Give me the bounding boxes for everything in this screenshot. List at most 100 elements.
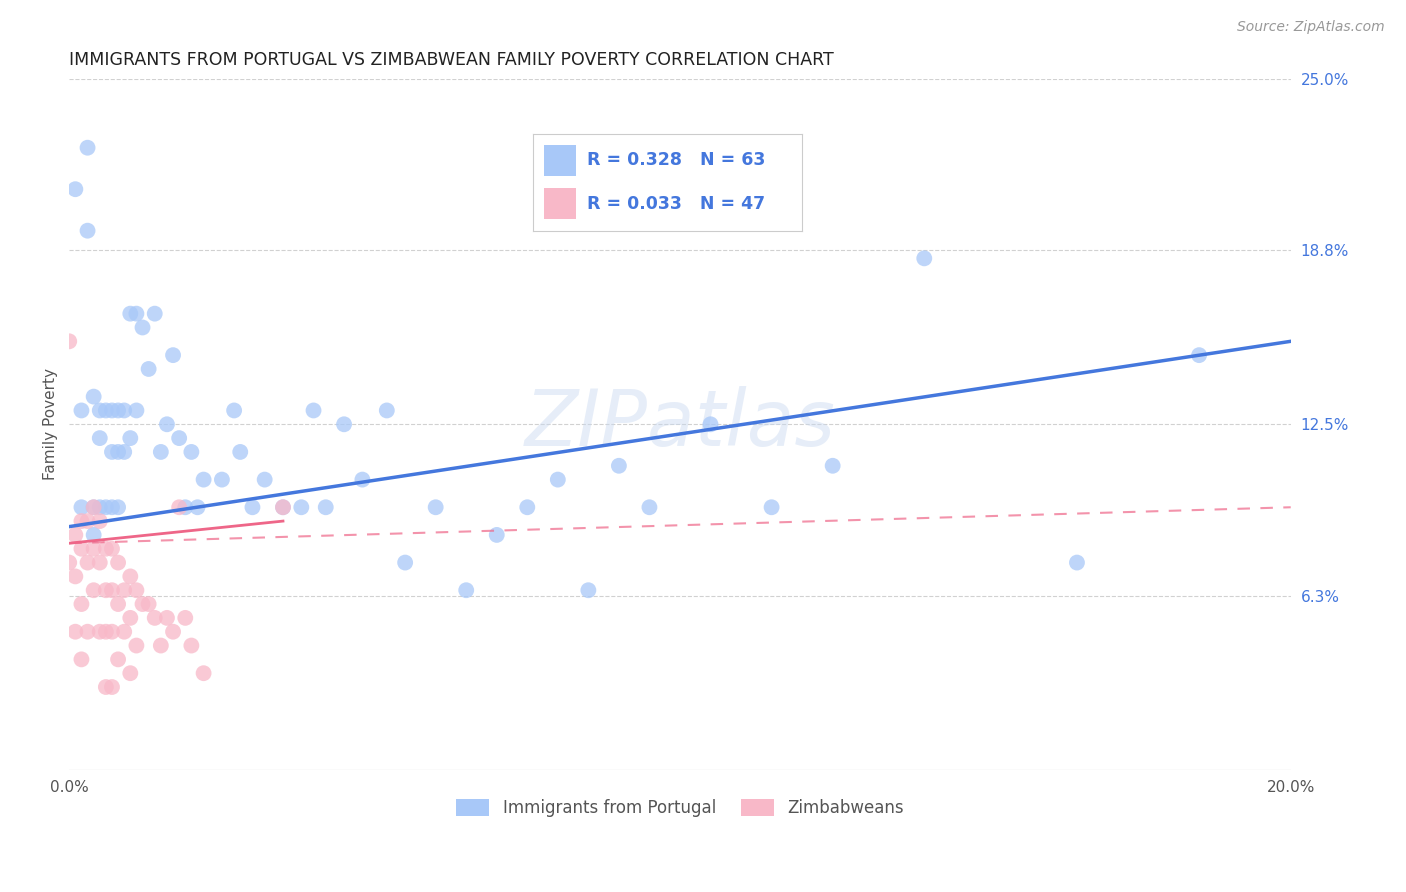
Point [89, 556, 111, 570]
Point [107, 500, 129, 515]
Point [456, 583, 478, 598]
Point [638, 500, 661, 515]
Point [485, 528, 508, 542]
Point [70, 597, 93, 611]
Point [94, 680, 117, 694]
Point [174, 500, 197, 515]
Point [1188, 348, 1211, 362]
Point [1066, 556, 1088, 570]
Point [112, 583, 135, 598]
Point [107, 403, 129, 417]
Point [125, 583, 148, 598]
Point [125, 639, 148, 653]
Point [425, 500, 447, 515]
Point [101, 445, 124, 459]
Point [138, 597, 160, 611]
Point [112, 403, 135, 417]
Point [65, 182, 87, 196]
Point [101, 624, 124, 639]
Point [699, 417, 721, 432]
Point [101, 500, 124, 515]
Text: IMMIGRANTS FROM PORTUGAL VS ZIMBABWEAN FAMILY POVERTY CORRELATION CHART: IMMIGRANTS FROM PORTUGAL VS ZIMBABWEAN F… [69, 51, 834, 69]
Point [120, 611, 142, 625]
Point [76, 556, 98, 570]
Point [94, 403, 117, 417]
Point [76, 141, 98, 155]
Point [193, 666, 215, 681]
Text: Source: ZipAtlas.com: Source: ZipAtlas.com [1237, 20, 1385, 34]
Point [112, 445, 135, 459]
Point [89, 500, 111, 515]
Point [83, 541, 105, 556]
Point [821, 458, 844, 473]
Point [94, 583, 117, 598]
Point [58, 334, 80, 349]
Point [58, 556, 80, 570]
Point [516, 500, 538, 515]
Point [167, 500, 190, 515]
Point [125, 403, 148, 417]
Point [89, 403, 111, 417]
Point [94, 541, 117, 556]
Point [120, 307, 142, 321]
Point [70, 541, 93, 556]
Point [333, 417, 356, 432]
Point [83, 390, 105, 404]
Point [143, 611, 166, 625]
Point [89, 514, 111, 528]
Point [253, 473, 276, 487]
Point [120, 569, 142, 583]
Point [211, 473, 233, 487]
Point [83, 583, 105, 598]
Point [76, 624, 98, 639]
Point [101, 583, 124, 598]
Point [70, 652, 93, 666]
Point [89, 624, 111, 639]
Point [761, 500, 783, 515]
Point [174, 611, 197, 625]
Point [242, 500, 264, 515]
Point [125, 307, 148, 321]
Point [70, 403, 93, 417]
Point [107, 652, 129, 666]
Point [290, 500, 312, 515]
Point [394, 556, 416, 570]
Point [94, 624, 117, 639]
Point [107, 597, 129, 611]
Point [180, 445, 202, 459]
Point [156, 417, 179, 432]
Point [65, 624, 87, 639]
Point [101, 680, 124, 694]
Point [607, 458, 630, 473]
Point [271, 500, 294, 515]
Point [149, 445, 172, 459]
Point [352, 473, 374, 487]
Point [107, 445, 129, 459]
Point [94, 500, 117, 515]
Point [143, 307, 166, 321]
Point [107, 556, 129, 570]
Point [547, 473, 569, 487]
Point [131, 320, 153, 334]
Point [224, 403, 246, 417]
Point [912, 252, 935, 266]
Point [83, 500, 105, 515]
Point [76, 224, 98, 238]
Point [315, 500, 337, 515]
Point [138, 362, 160, 376]
Point [101, 403, 124, 417]
Point [101, 541, 124, 556]
Point [162, 348, 184, 362]
Point [167, 431, 190, 445]
Point [112, 624, 135, 639]
Point [149, 639, 172, 653]
Point [229, 445, 252, 459]
Point [193, 473, 215, 487]
Point [180, 639, 202, 653]
Point [131, 597, 153, 611]
Point [302, 403, 325, 417]
Point [83, 500, 105, 515]
Point [76, 514, 98, 528]
Point [65, 528, 87, 542]
Point [186, 500, 208, 515]
